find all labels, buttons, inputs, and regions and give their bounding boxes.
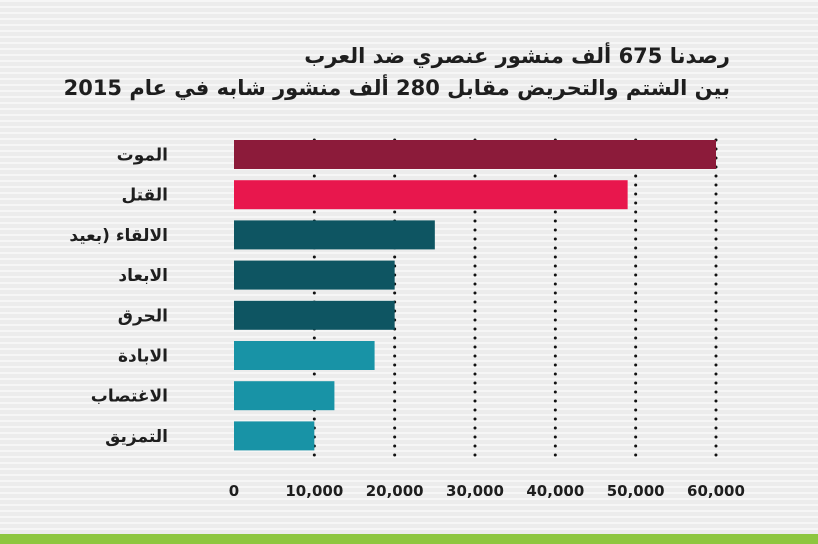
bar — [234, 341, 375, 370]
footer-bar — [0, 534, 818, 544]
bar — [234, 260, 395, 290]
title-line-1: رصدنا 675 ألف منشور عنصري ضد العرب — [304, 44, 730, 68]
x-tick-label: 40,000 — [526, 482, 584, 500]
x-tick-label: 50,000 — [607, 482, 665, 500]
bar — [234, 180, 628, 210]
bar — [234, 140, 716, 169]
x-tick-label: 0 — [229, 482, 239, 500]
category-label: القتل — [121, 186, 168, 206]
bar — [234, 220, 435, 250]
x-tick-label: 60,000 — [687, 482, 745, 500]
category-label: الحرق — [118, 306, 168, 326]
title-line-2: بين الشتم والتحريض مقابل 280 ألف منشور ش… — [63, 76, 730, 100]
category-label: الابعاد — [118, 266, 168, 286]
category-label: الموت — [117, 146, 168, 166]
x-tick-label: 10,000 — [285, 482, 343, 500]
bar — [234, 421, 315, 451]
bar — [234, 381, 335, 411]
category-label: الابادة — [118, 347, 168, 367]
category-label: الاغتصاب — [91, 387, 168, 407]
x-tick-label: 30,000 — [446, 482, 504, 500]
category-label: الالقاء (بعيد — [69, 226, 168, 246]
bar — [234, 300, 395, 330]
category-label: التمزيق — [105, 427, 168, 447]
x-tick-label: 20,000 — [366, 482, 424, 500]
chart-title: رصدنا 675 ألف منشور عنصري ضد العرب بين ا… — [10, 40, 730, 104]
